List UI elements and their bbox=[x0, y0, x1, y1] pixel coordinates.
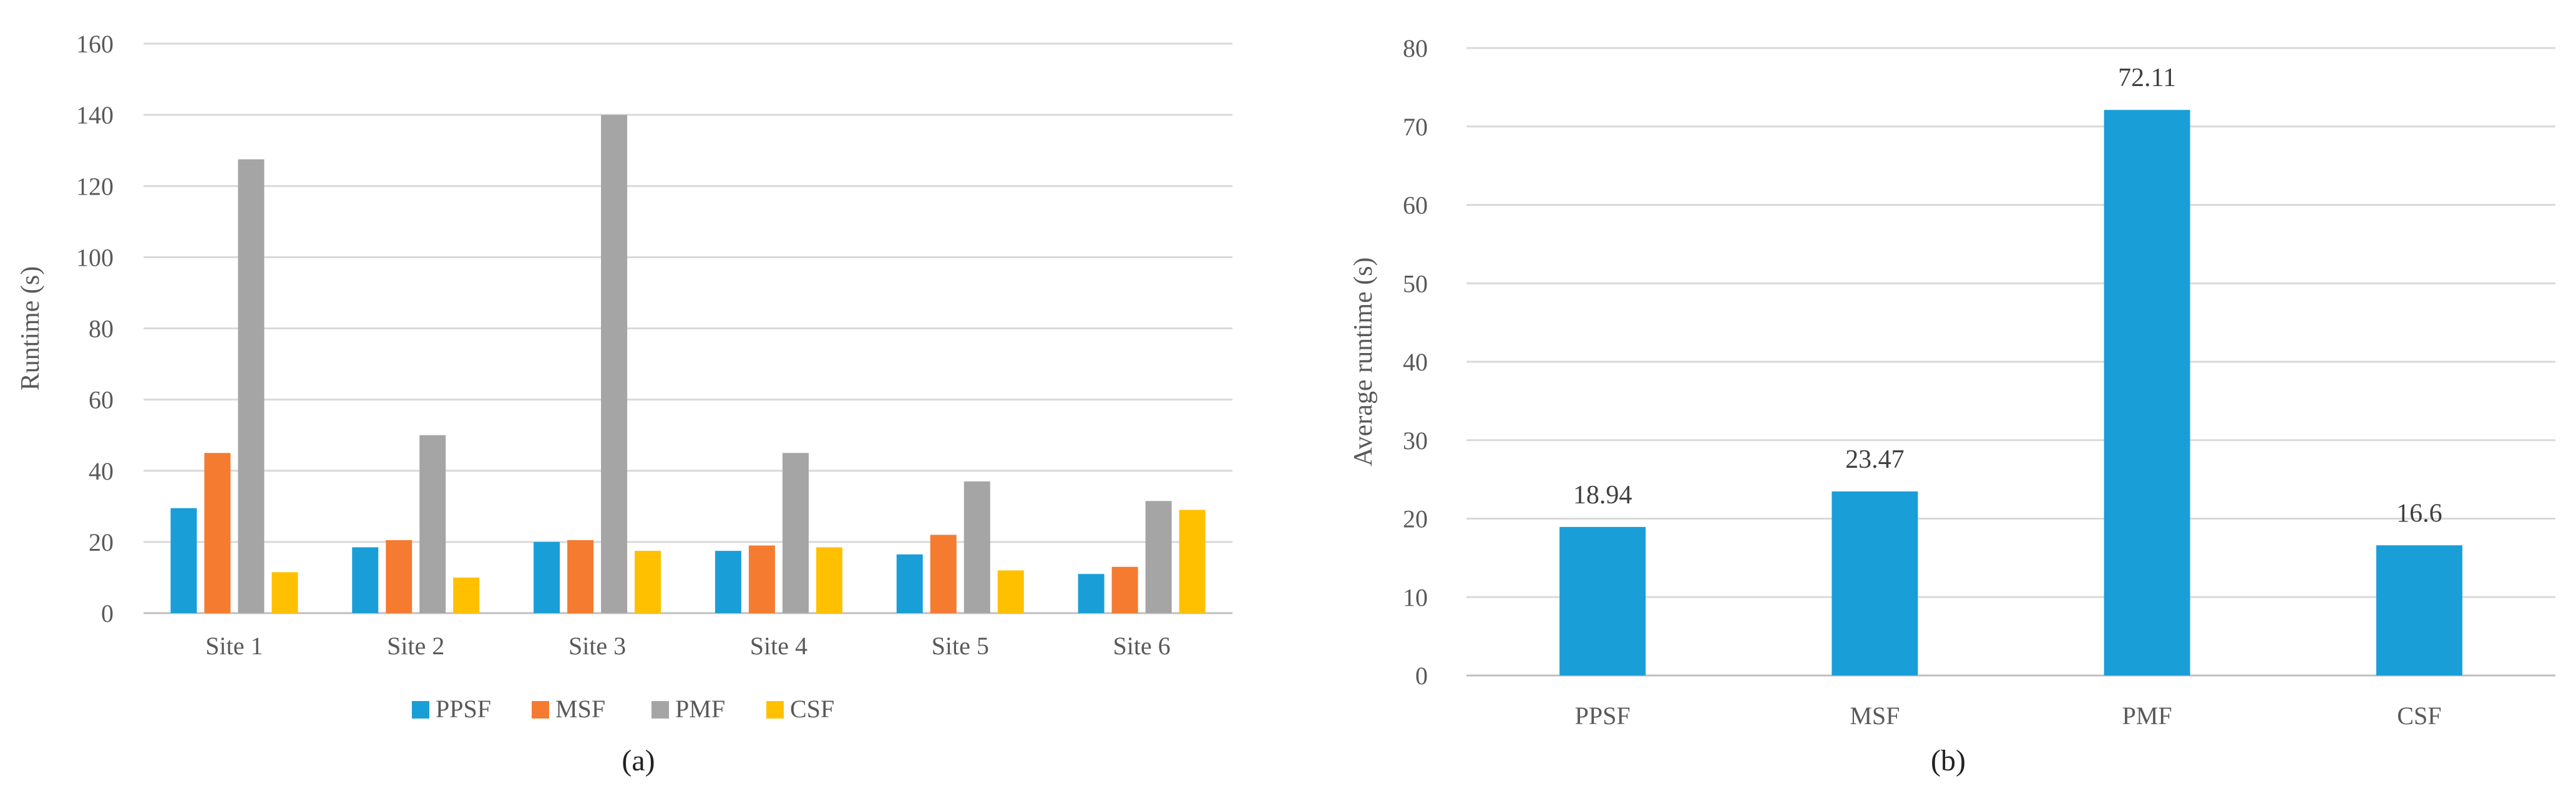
legend-swatch-pmf bbox=[651, 701, 669, 719]
legend-swatch-msf bbox=[532, 701, 549, 719]
x-tick-label-a: Site 6 bbox=[1113, 632, 1170, 660]
legend-label-ppsf: PPSF bbox=[436, 695, 491, 723]
y-tick-label-b: 20 bbox=[1403, 505, 1428, 533]
x-tick-label-b: PPSF bbox=[1575, 702, 1631, 730]
y-tick-label-b: 30 bbox=[1403, 427, 1428, 455]
y-tick-label-b: 70 bbox=[1403, 113, 1428, 141]
bar-pmf-site-2 bbox=[419, 435, 446, 613]
bar-csf-site-2 bbox=[453, 577, 480, 613]
x-tick-label-a: Site 4 bbox=[750, 632, 807, 660]
bar-avg-pmf bbox=[2104, 110, 2190, 676]
legend-label-pmf: PMF bbox=[675, 695, 725, 723]
caption-a: (a) bbox=[622, 744, 655, 777]
bar-csf-site-3 bbox=[635, 551, 661, 613]
bar-pmf-site-5 bbox=[964, 481, 990, 613]
bar-ppsf-site-1 bbox=[170, 508, 197, 613]
y-tick-label-b: 10 bbox=[1403, 583, 1428, 611]
data-label-pmf: 72.11 bbox=[2118, 64, 2176, 92]
bar-pmf-site-1 bbox=[238, 159, 265, 613]
y-tick-label-a: 120 bbox=[76, 172, 114, 200]
legend-label-csf: CSF bbox=[790, 695, 834, 723]
x-tick-label-b: CSF bbox=[2397, 702, 2441, 730]
y-tick-label-a: 40 bbox=[89, 457, 114, 485]
legend-label-msf: MSF bbox=[555, 695, 605, 723]
data-label-msf: 23.47 bbox=[1845, 445, 1905, 474]
legend-swatch-csf bbox=[766, 701, 784, 719]
y-tick-label-b: 60 bbox=[1403, 191, 1428, 220]
y-tick-label-a: 60 bbox=[89, 386, 114, 414]
chart-a-runtime-by-site: 0 20 40 60 80 100 120 140 160 Site 1 Site 2 Site 3 S… bbox=[16, 30, 1232, 777]
bar-ppsf-site-2 bbox=[352, 547, 379, 613]
bar-csf-site-5 bbox=[997, 570, 1024, 613]
bar-avg-csf bbox=[2376, 545, 2462, 675]
chart-b-average-runtime: 0 10 20 30 40 50 60 70 80 18.94 PPSF 23.47 MSF 72.11 P… bbox=[1349, 34, 2555, 777]
bar-ppsf-site-6 bbox=[1078, 574, 1105, 613]
x-tick-label-a: Site 1 bbox=[205, 632, 263, 660]
bar-pmf-site-6 bbox=[1145, 501, 1172, 613]
y-tick-label-a: 140 bbox=[76, 101, 114, 129]
y-axis-title-a: Runtime (s) bbox=[16, 266, 45, 390]
y-tick-label-a: 20 bbox=[89, 528, 114, 556]
y-tick-label-a: 160 bbox=[76, 30, 114, 58]
bar-msf-site-3 bbox=[567, 540, 594, 613]
bar-avg-ppsf bbox=[1559, 526, 1646, 675]
data-label-ppsf: 18.94 bbox=[1573, 481, 1632, 510]
bar-avg-msf bbox=[1832, 491, 1918, 675]
y-tick-label-b: 80 bbox=[1403, 34, 1428, 62]
x-tick-label-b: PMF bbox=[2122, 702, 2172, 730]
y-axis-title-b: Average runtime (s) bbox=[1349, 257, 1378, 466]
bar-ppsf-site-3 bbox=[534, 541, 560, 613]
bar-pmf-site-4 bbox=[782, 453, 809, 613]
bar-msf-site-1 bbox=[204, 453, 231, 613]
bar-ppsf-site-5 bbox=[896, 554, 923, 613]
data-label-csf: 16.6 bbox=[2396, 499, 2442, 528]
x-tick-label-a: Site 3 bbox=[568, 632, 626, 660]
bar-ppsf-site-4 bbox=[715, 551, 741, 613]
caption-b: (b) bbox=[1931, 744, 1966, 777]
bar-csf-site-4 bbox=[816, 547, 842, 613]
y-tick-label-b: 0 bbox=[1415, 662, 1428, 690]
y-tick-label-a: 100 bbox=[76, 243, 114, 271]
y-tick-label-a: 0 bbox=[101, 599, 114, 627]
bar-pmf-site-3 bbox=[601, 115, 628, 613]
y-tick-label-b: 50 bbox=[1403, 269, 1428, 298]
bar-csf-site-1 bbox=[271, 572, 298, 613]
bar-msf-site-5 bbox=[930, 535, 957, 613]
y-tick-label-a: 80 bbox=[89, 315, 114, 343]
bar-msf-site-4 bbox=[748, 545, 775, 613]
x-tick-label-a: Site 2 bbox=[387, 632, 444, 660]
legend-swatch-ppsf bbox=[412, 701, 429, 719]
x-tick-label-b: MSF bbox=[1850, 702, 1900, 730]
x-tick-label-a: Site 5 bbox=[932, 632, 989, 660]
bar-msf-site-6 bbox=[1111, 566, 1138, 613]
y-tick-label-b: 40 bbox=[1403, 348, 1428, 376]
bar-csf-site-6 bbox=[1179, 510, 1206, 613]
bar-msf-site-2 bbox=[386, 540, 412, 613]
